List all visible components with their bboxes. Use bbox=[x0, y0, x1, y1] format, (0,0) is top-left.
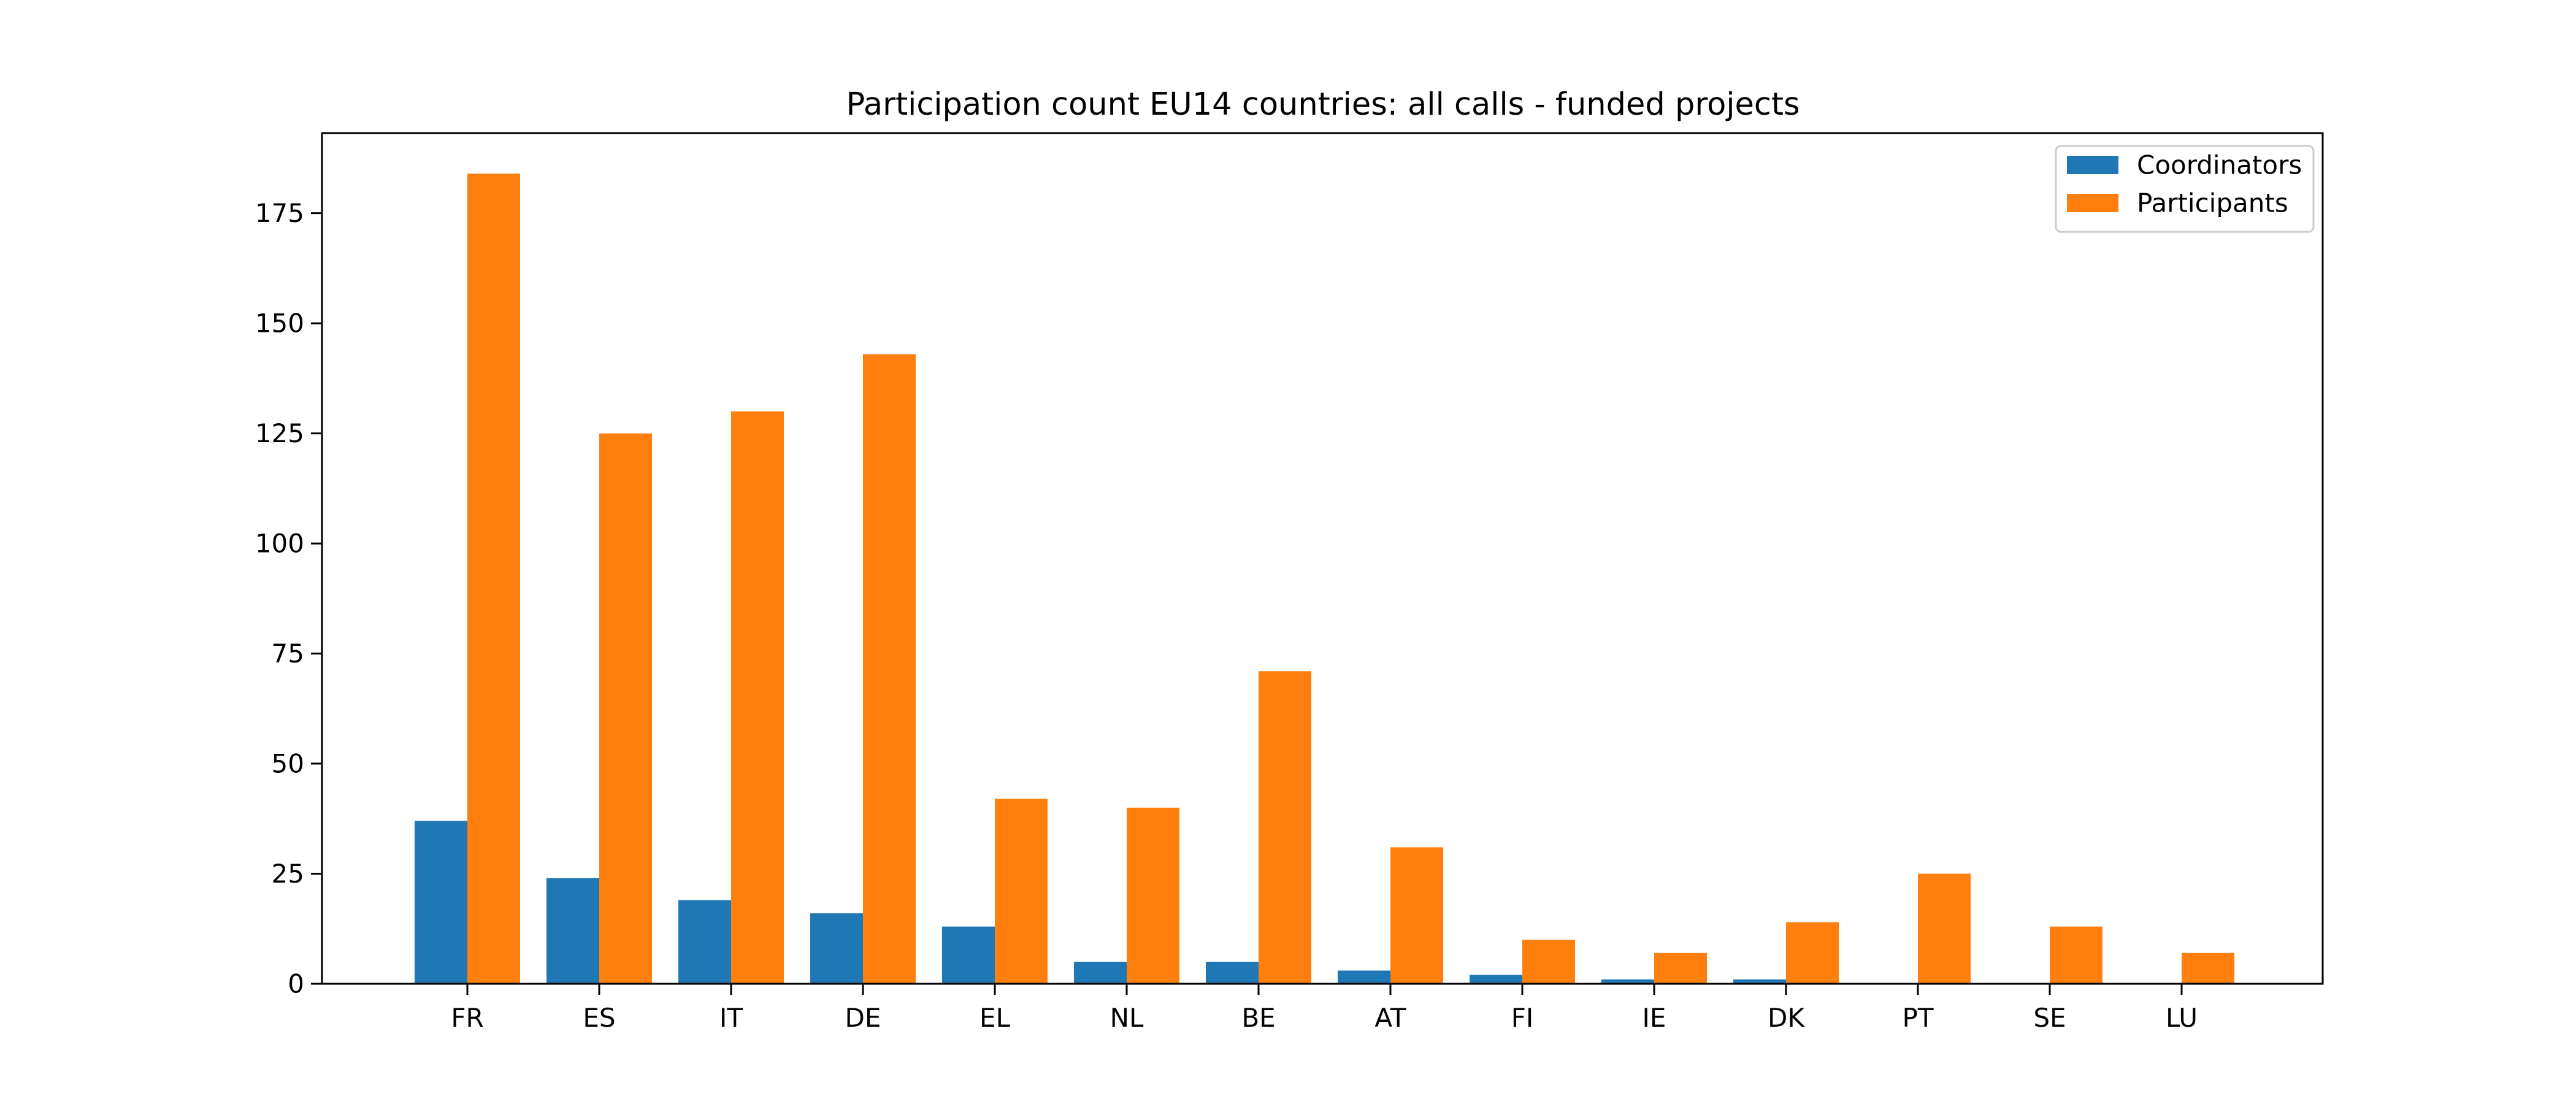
bar-participants-ie bbox=[1654, 953, 1707, 984]
x-tick-label-pt: PT bbox=[1903, 1003, 1934, 1033]
bar-participants-nl bbox=[1127, 807, 1179, 984]
bar-participants-at bbox=[1390, 847, 1443, 984]
bar-coordinators-nl bbox=[1074, 962, 1127, 984]
bar-participants-it bbox=[731, 411, 784, 984]
bar-coordinators-es bbox=[546, 878, 599, 984]
x-tick-label-be: BE bbox=[1241, 1003, 1275, 1033]
bar-coordinators-ie bbox=[1601, 979, 1654, 984]
bar-coordinators-fr bbox=[415, 821, 467, 984]
bar-coordinators-at bbox=[1338, 970, 1390, 984]
y-tick-label: 75 bbox=[272, 638, 304, 669]
x-tick-label-at: AT bbox=[1374, 1003, 1406, 1033]
y-tick-label: 175 bbox=[255, 198, 304, 228]
x-tick-label-ie: IE bbox=[1643, 1003, 1666, 1033]
bar-coordinators-el bbox=[942, 926, 995, 984]
bar-participants-fi bbox=[1522, 940, 1575, 984]
bar-participants-dk bbox=[1786, 922, 1839, 984]
x-tick-label-dk: DK bbox=[1768, 1003, 1805, 1033]
y-tick-label: 125 bbox=[255, 418, 304, 448]
y-tick-label: 50 bbox=[272, 749, 304, 779]
bar-participants-be bbox=[1259, 671, 1311, 984]
x-tick-label-fr: FR bbox=[451, 1003, 483, 1033]
bar-participants-de bbox=[863, 354, 916, 984]
y-tick-label: 100 bbox=[255, 529, 304, 559]
x-tick-label-nl: NL bbox=[1110, 1003, 1144, 1033]
y-tick-label: 150 bbox=[255, 309, 304, 339]
legend: Coordinators Participants bbox=[2055, 145, 2315, 233]
bar-coordinators-it bbox=[678, 900, 731, 984]
x-tick-label-se: SE bbox=[2033, 1003, 2066, 1033]
legend-label-participants: Participants bbox=[2137, 188, 2288, 218]
bars-layer bbox=[415, 174, 2234, 984]
axes-layer: 0 25 50 75 100 125 150 175 FR ES IT DE EL NL BE AT FI IE D… bbox=[255, 132, 2324, 1033]
x-tick-label-de: DE bbox=[845, 1003, 881, 1033]
bar-participants-el bbox=[995, 799, 1048, 984]
y-tick-label: 25 bbox=[272, 859, 304, 889]
bar-participants-se bbox=[2050, 926, 2103, 984]
bar-participants-fr bbox=[467, 174, 520, 984]
x-tick-label-es: ES bbox=[583, 1003, 615, 1033]
y-tick-label: 0 bbox=[288, 969, 304, 999]
x-tick-label-lu: LU bbox=[2166, 1003, 2198, 1033]
legend-swatch-coordinators bbox=[2067, 156, 2118, 174]
bar-participants-pt bbox=[1918, 873, 1971, 984]
bar-coordinators-be bbox=[1206, 962, 1259, 984]
legend-frame bbox=[2055, 145, 2315, 233]
bar-participants-lu bbox=[2182, 953, 2234, 984]
chart-title: Participation count EU14 countries: all … bbox=[846, 86, 1800, 123]
x-tick-label-it: IT bbox=[719, 1003, 743, 1033]
x-tick-label-fi: FI bbox=[1511, 1003, 1534, 1033]
x-tick-label-el: EL bbox=[979, 1003, 1011, 1033]
plot-frame bbox=[321, 132, 2324, 985]
bar-coordinators-de bbox=[810, 913, 863, 984]
bar-coordinators-fi bbox=[1470, 975, 1522, 984]
legend-label-coordinators: Coordinators bbox=[2137, 150, 2302, 180]
bar-participants-es bbox=[599, 433, 652, 984]
bar-coordinators-dk bbox=[1733, 979, 1786, 984]
legend-swatch-participants bbox=[2067, 194, 2118, 212]
